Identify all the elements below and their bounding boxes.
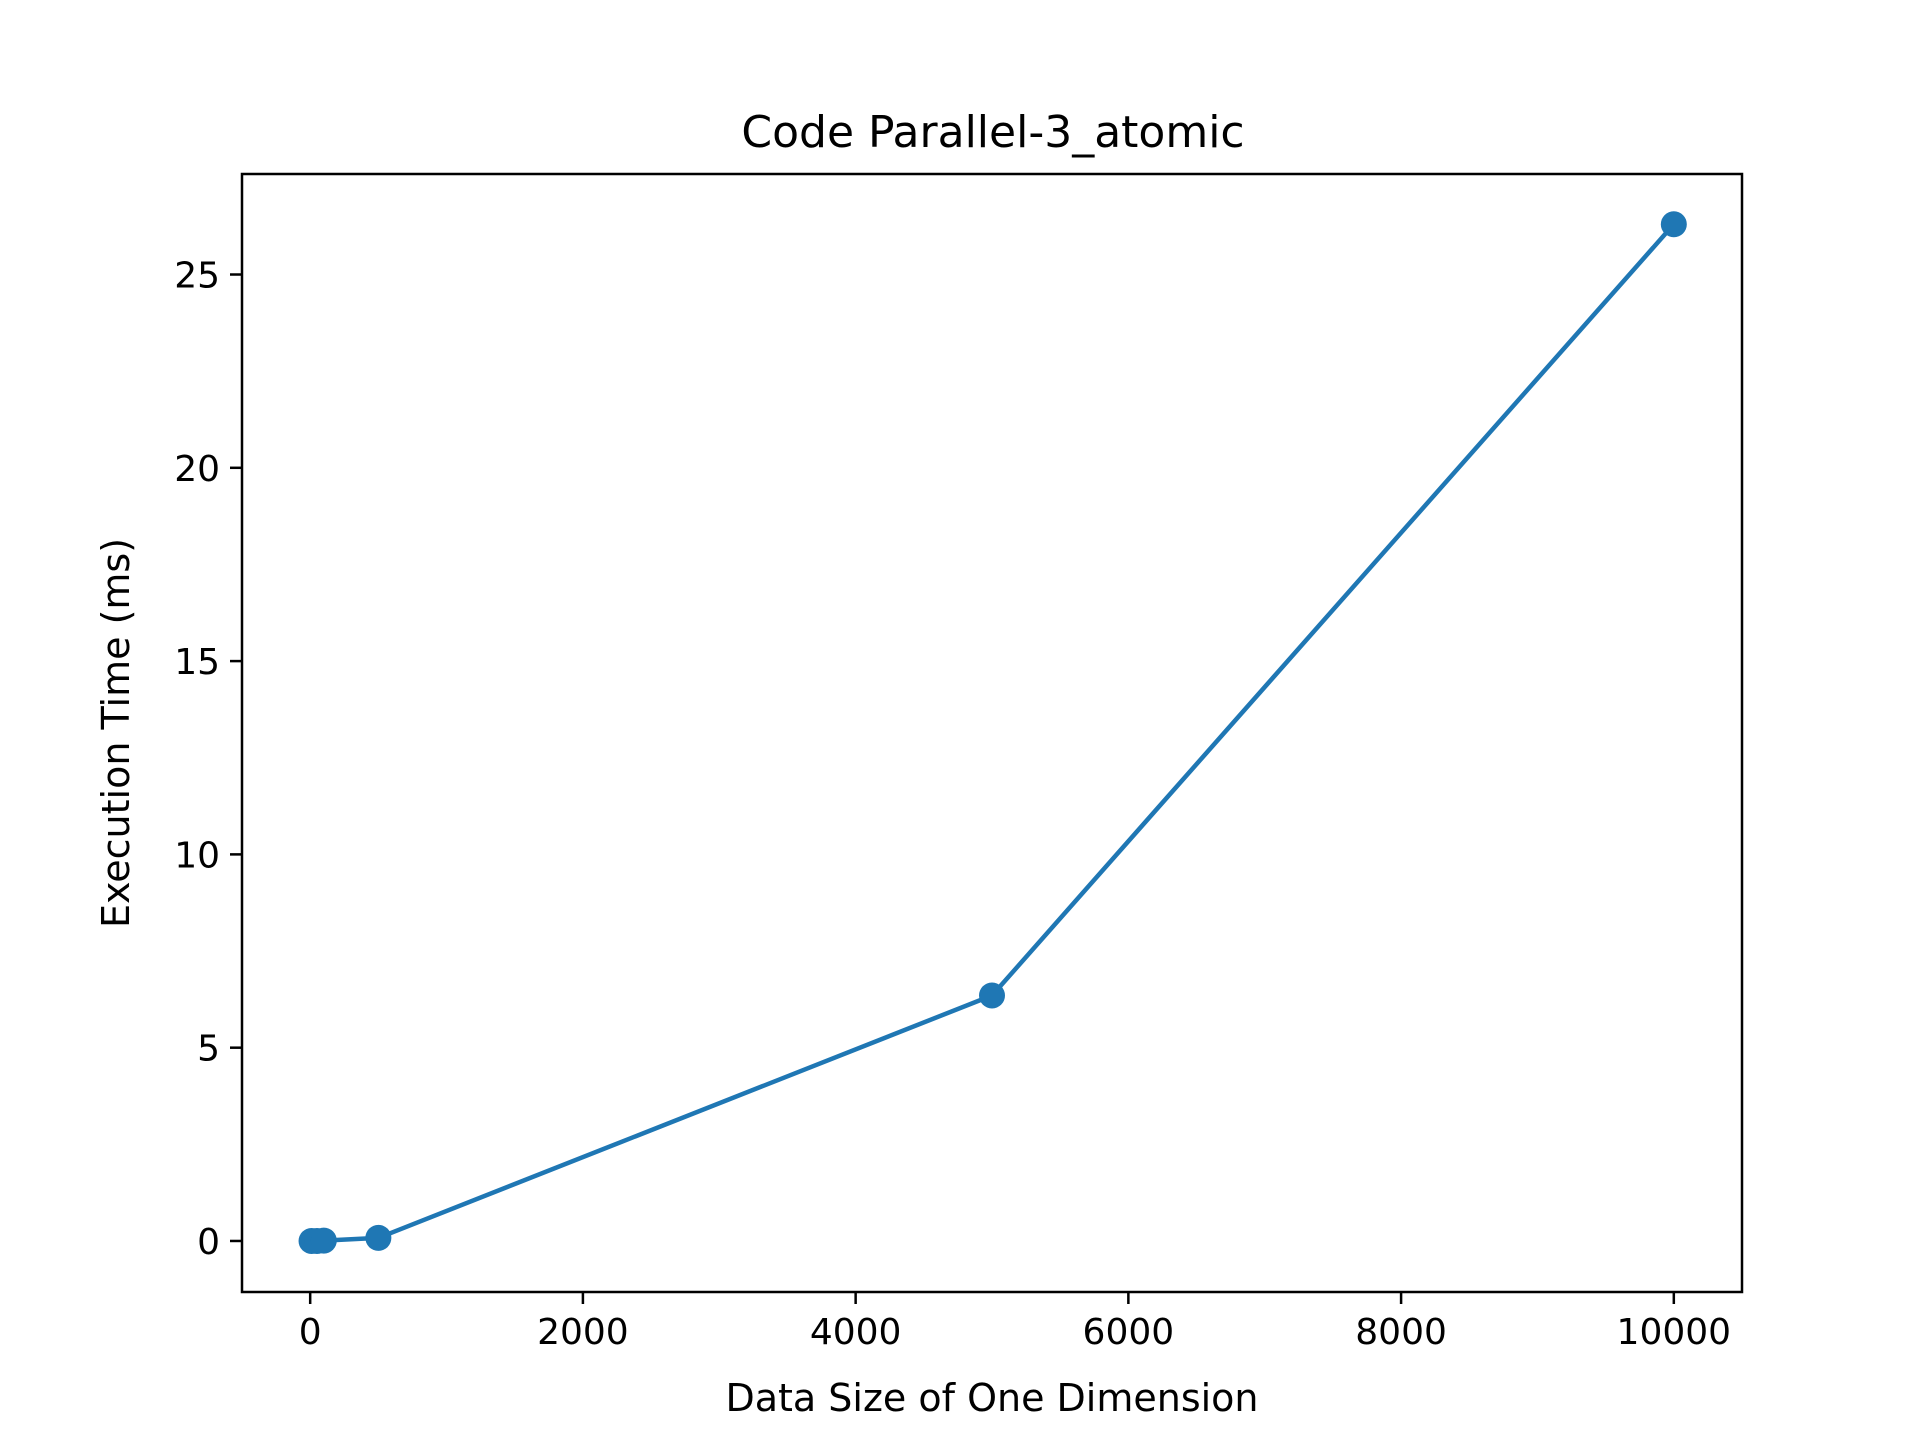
chart-title: Code Parallel-3_atomic (741, 107, 1244, 158)
plot-area (298, 211, 1687, 1254)
y-tick-label: 10 (174, 835, 220, 876)
y-axis-label: Execution Time (ms) (94, 538, 138, 928)
y-tick-label: 25 (174, 256, 220, 297)
axes-frame (240, 172, 1744, 1294)
x-tick-label: 8000 (1355, 1312, 1447, 1353)
x-axis: 0 2000 4000 6000 8000 10000 (299, 1292, 1731, 1353)
y-tick-label: 5 (197, 1029, 220, 1070)
y-tick-label: 0 (197, 1222, 220, 1263)
x-tick-label: 10000 (1617, 1312, 1732, 1353)
y-tick-label: 15 (174, 642, 220, 683)
data-point (365, 1224, 392, 1251)
y-axis: 0 5 10 15 20 25 (174, 256, 242, 1263)
data-point (1660, 211, 1687, 238)
x-tick-label: 2000 (537, 1312, 629, 1353)
x-tick-label: 4000 (810, 1312, 902, 1353)
y-tick-label: 20 (174, 449, 220, 490)
data-point (979, 982, 1005, 1009)
data-point (310, 1227, 337, 1254)
x-tick-label: 0 (299, 1312, 322, 1353)
x-tick-label: 6000 (1083, 1312, 1175, 1353)
x-axis-label: Data Size of One Dimension (725, 1376, 1258, 1420)
